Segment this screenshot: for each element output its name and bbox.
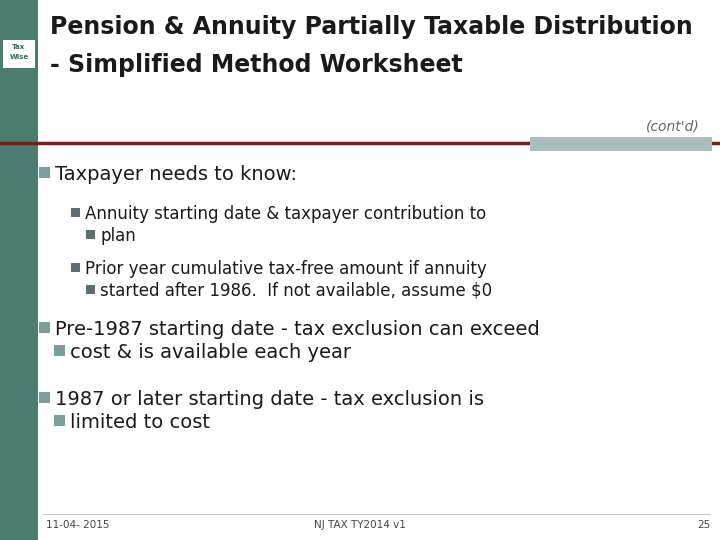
Bar — [86, 285, 95, 294]
Text: cost & is available each year: cost & is available each year — [70, 343, 351, 362]
Bar — [71, 208, 80, 217]
Text: Taxpayer needs to know:: Taxpayer needs to know: — [55, 165, 297, 184]
Text: Wise: Wise — [9, 54, 29, 60]
Text: started after 1986.  If not available, assume $0: started after 1986. If not available, as… — [100, 282, 492, 300]
Bar — [39, 392, 50, 403]
Text: 1987 or later starting date - tax exclusion is: 1987 or later starting date - tax exclus… — [55, 390, 484, 409]
Text: Tax: Tax — [12, 44, 26, 50]
Text: NJ TAX TY2014 v1: NJ TAX TY2014 v1 — [314, 520, 406, 530]
Bar — [71, 263, 80, 272]
Bar — [3, 40, 35, 68]
Bar — [86, 230, 95, 239]
Bar — [0, 0, 38, 540]
Text: Pre-1987 starting date - tax exclusion can exceed: Pre-1987 starting date - tax exclusion c… — [55, 320, 540, 339]
Bar — [39, 167, 50, 178]
Text: Prior year cumulative tax-free amount if annuity: Prior year cumulative tax-free amount if… — [85, 260, 487, 278]
Text: Pension & Annuity Partially Taxable Distribution: Pension & Annuity Partially Taxable Dist… — [50, 15, 693, 39]
Bar — [54, 345, 65, 356]
Bar — [530, 137, 712, 151]
Text: Annuity starting date & taxpayer contribution to: Annuity starting date & taxpayer contrib… — [85, 205, 486, 223]
Text: - Simplified Method Worksheet: - Simplified Method Worksheet — [50, 53, 463, 77]
Text: 11-04- 2015: 11-04- 2015 — [46, 520, 109, 530]
Bar — [54, 415, 65, 426]
Text: (cont'd): (cont'd) — [647, 120, 700, 134]
Text: 25: 25 — [697, 520, 710, 530]
Bar — [39, 322, 50, 333]
Text: limited to cost: limited to cost — [70, 413, 210, 432]
Text: plan: plan — [100, 227, 136, 245]
